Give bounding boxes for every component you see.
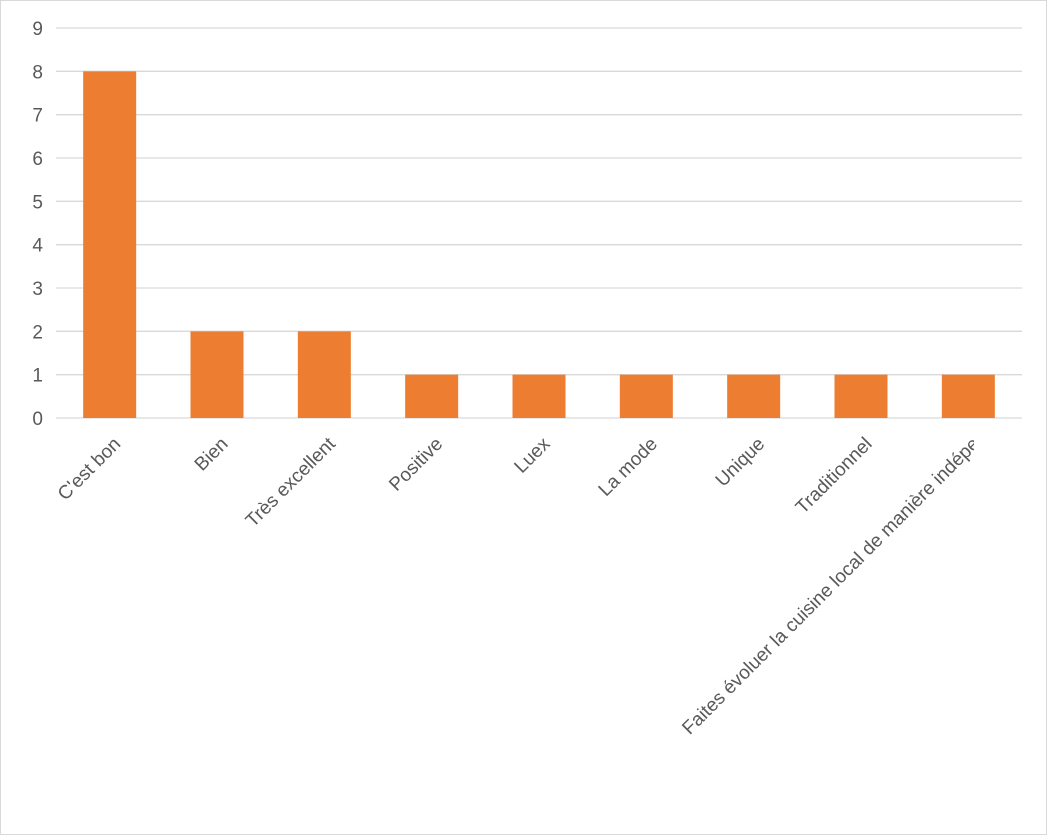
x-category-label: La mode — [595, 434, 662, 501]
x-category-label: Luex — [511, 433, 555, 477]
y-tick-label: 7 — [32, 106, 43, 127]
bar — [941, 374, 995, 418]
bar — [727, 374, 781, 418]
bar — [190, 331, 244, 418]
y-tick-label: 9 — [32, 19, 43, 40]
x-category-label: Très excellent — [242, 433, 340, 531]
x-category-label: Unique — [712, 434, 769, 491]
bar — [83, 71, 137, 418]
x-category-label: Traditionnel — [792, 434, 877, 519]
y-axis-tick-labels: 0 1 2 3 4 5 6 7 8 9 — [32, 19, 43, 430]
y-tick-label: 8 — [32, 62, 43, 83]
x-category-label: C'est bon — [54, 434, 125, 505]
x-category-label: Positive — [385, 434, 447, 496]
y-tick-label: 4 — [32, 236, 43, 257]
y-tick-label: 6 — [32, 149, 43, 170]
bars — [83, 71, 995, 418]
y-tick-label: 2 — [32, 322, 43, 343]
x-category-label: Bien — [191, 434, 233, 476]
y-tick-label: 1 — [32, 366, 43, 387]
y-tick-label: 5 — [32, 192, 43, 213]
bar — [405, 374, 459, 418]
bar — [834, 374, 888, 418]
bar — [512, 374, 566, 418]
bar — [619, 374, 673, 418]
y-tick-label: 3 — [32, 279, 43, 300]
y-tick-label: 0 — [32, 409, 43, 430]
x-axis-category-labels: C'est bon Bien Très excellent Positive Luex L… — [54, 433, 974, 739]
bar — [297, 331, 351, 418]
